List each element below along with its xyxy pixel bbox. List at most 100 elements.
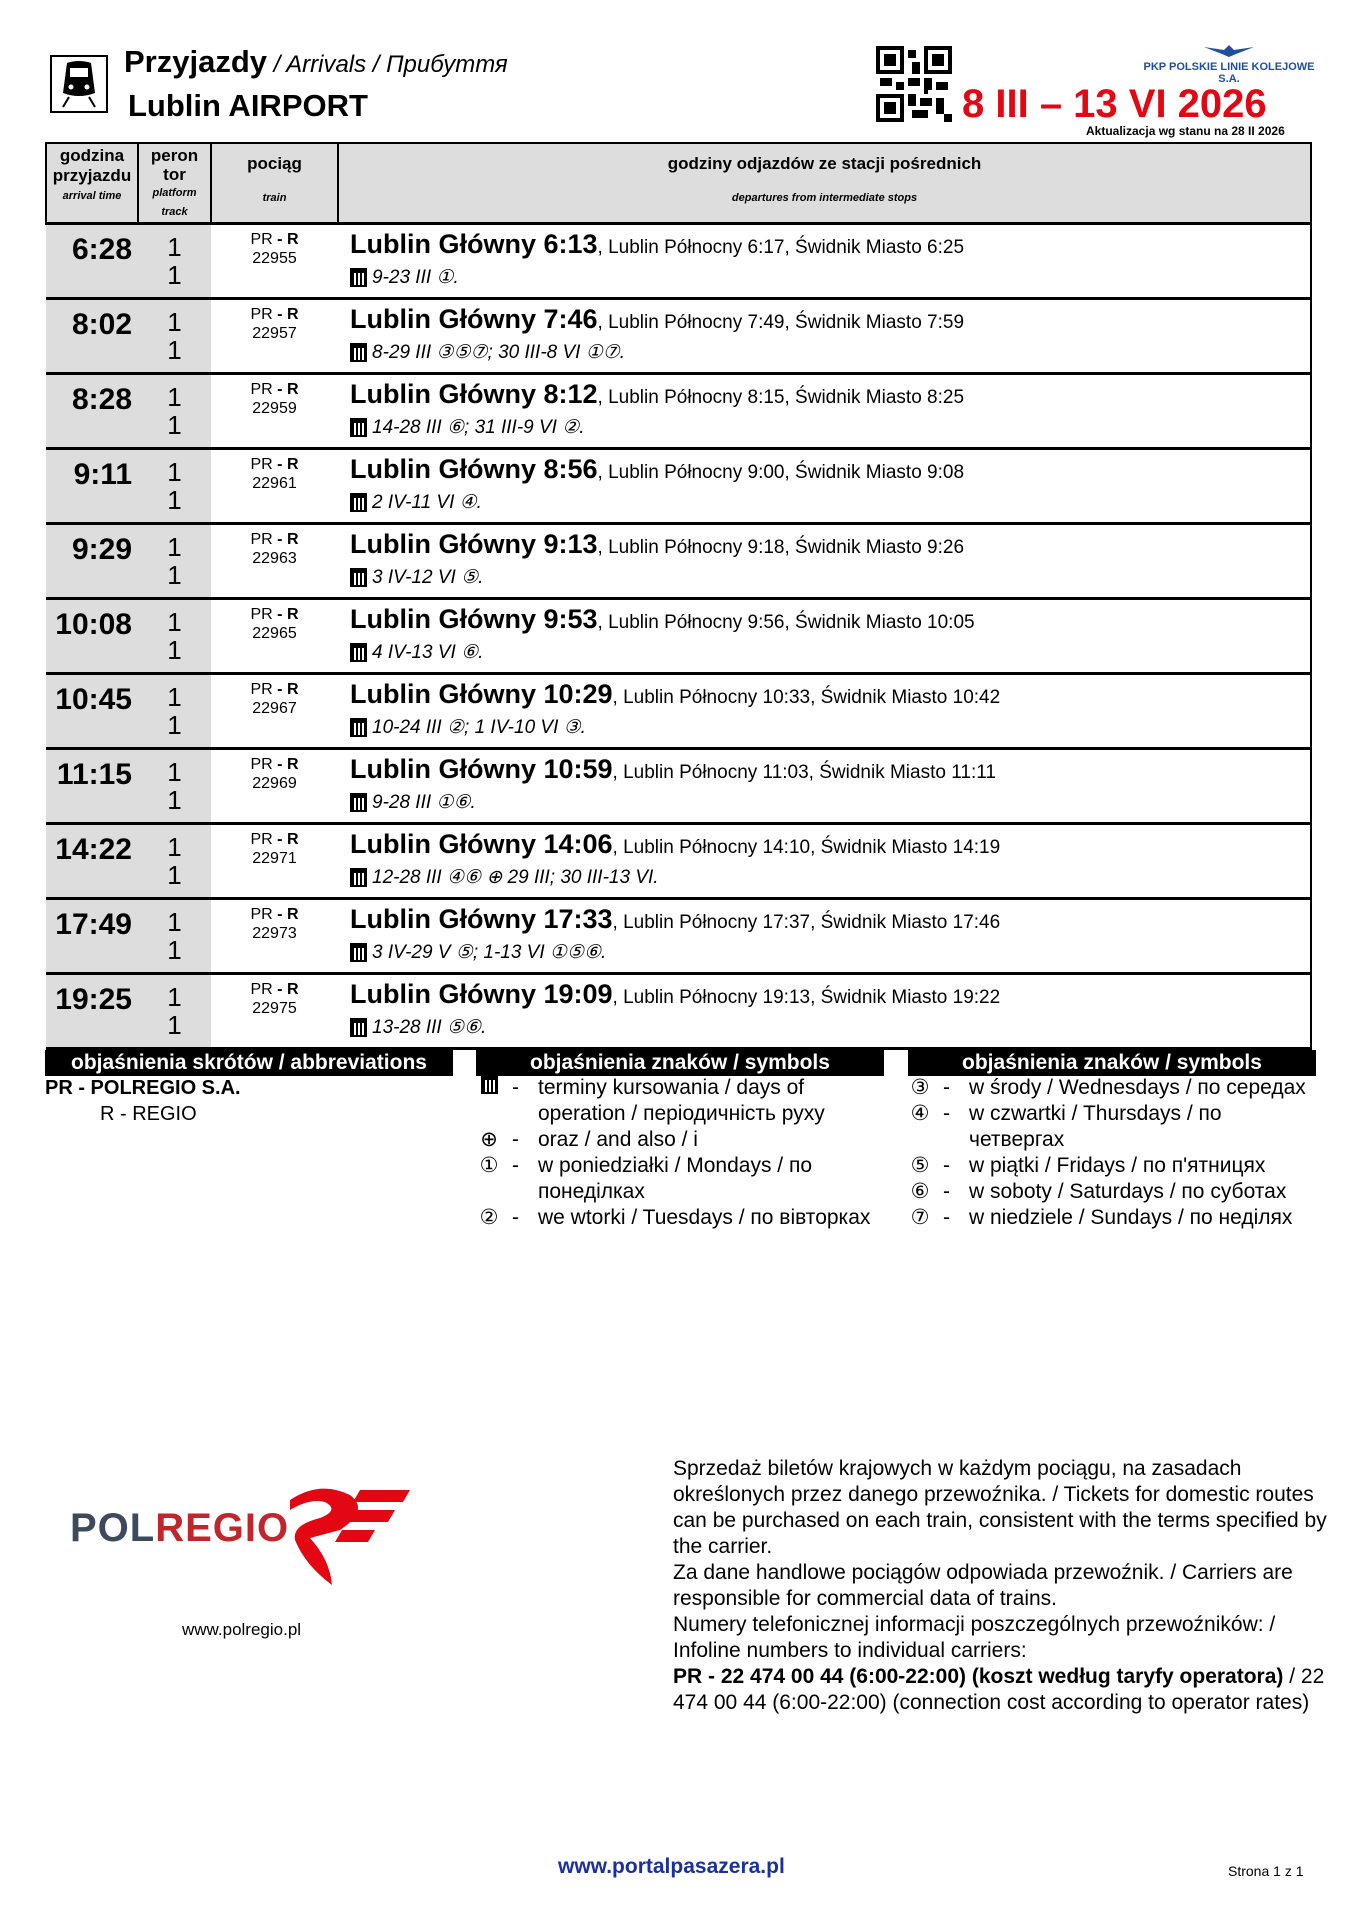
track: 1	[167, 260, 182, 290]
intermediate-stops: Lublin Główny 14:06, Lublin Północny 14:…	[338, 822, 1312, 900]
station-name: Lublin AIRPORT	[128, 88, 368, 123]
track: 1	[167, 785, 182, 815]
carrier-info-text: Za dane handlowe pociągów odpowiada prze…	[673, 1561, 1293, 1610]
operator: PR	[250, 306, 273, 323]
page-title: Przyjazdy / Arrivals / Прибуття	[124, 44, 508, 80]
days-of-operation: 3 IV-29 V ⑤; 1-13 VI ①⑤⑥.	[372, 942, 607, 963]
column-intermediate-stops: godziny odjazdów ze stacji pośrednich dep…	[337, 142, 1312, 225]
days-of-operation: 13-28 III ⑤⑥.	[372, 1017, 487, 1038]
days-of-operation: 10-24 III ②; 1 IV-10 VI ③.	[372, 717, 586, 738]
platform: 1	[167, 757, 182, 787]
platform: 1	[167, 307, 182, 337]
operator: PR	[250, 606, 273, 623]
days-of-operation: 2 IV-11 VI ④.	[372, 492, 482, 513]
column-label-en: platform track	[152, 187, 197, 218]
train: PR - R 22973	[211, 897, 338, 975]
arrival-time: 19:25	[46, 972, 138, 1050]
symbol-description: we wtorki / Tuesdays / по вівторках	[538, 1206, 871, 1229]
calendar-icon	[480, 1075, 498, 1094]
train-category: PR - R	[250, 381, 299, 398]
platform: 1	[167, 682, 182, 712]
category: R	[286, 231, 299, 248]
train-number: 22961	[252, 475, 297, 492]
train: PR - R 22971	[211, 822, 338, 900]
arrival-time: 8:28	[46, 372, 138, 450]
operator: PR	[250, 456, 273, 473]
symbol-glyph: ①	[479, 1154, 499, 1177]
arrival-time: 6:28	[46, 222, 138, 300]
main-stop: Lublin Główny 9:53	[350, 604, 598, 634]
track: 1	[167, 1010, 182, 1040]
train-number: 22971	[252, 850, 297, 867]
arrival-time: 17:49	[46, 897, 138, 975]
infoline-number-rest: / 22 474 00 44 (6:00-22:00) (connection …	[673, 1665, 1325, 1714]
platform: 1	[167, 907, 182, 937]
symbol-item: ⑤-w piątki / Fridays / по п'ятницях	[897, 1153, 1317, 1179]
other-stops: , Lublin Północny 7:49, Świdnik Miasto 7…	[597, 312, 965, 333]
symbol-glyph: ⊕	[480, 1128, 498, 1151]
track: 1	[167, 560, 182, 590]
infoline-number-bold: PR - 22 474 00 44 (6:00-22:00) (koszt we…	[673, 1665, 1284, 1688]
train: PR - R 22963	[211, 522, 338, 600]
intermediate-stops: Lublin Główny 10:59, Lublin Północny 11:…	[338, 747, 1312, 825]
symbol-item: ③-w środy / Wednesdays / по середах	[897, 1075, 1317, 1101]
track: 1	[167, 485, 182, 515]
track: 1	[167, 635, 182, 665]
track: 1	[167, 935, 182, 965]
track: 1	[167, 410, 182, 440]
symbol-glyph: ④	[910, 1102, 930, 1125]
portal-pasazera-link[interactable]: www.portalpasazera.pl	[558, 1855, 785, 1878]
train-category: PR - R	[250, 681, 299, 698]
validity-period: 8 III – 13 VI 2026	[962, 82, 1267, 126]
arrival-time: 10:08	[46, 597, 138, 675]
category: R	[286, 306, 299, 323]
symbol-description: w czwartki / Thursdays / по четвергах	[969, 1102, 1222, 1151]
platform: 1	[167, 982, 182, 1012]
train-category: PR - R	[250, 456, 299, 473]
intermediate-stops: Lublin Główny 7:46, Lublin Północny 7:49…	[338, 297, 1312, 375]
intermediate-stops: Lublin Główny 9:13, Lublin Północny 9:18…	[338, 522, 1312, 600]
train: PR - R 22965	[211, 597, 338, 675]
platform: 1	[167, 232, 182, 262]
train: PR - R 22955	[211, 222, 338, 300]
train-number: 22965	[252, 625, 297, 642]
intermediate-stops: Lublin Główny 8:12, Lublin Północny 8:15…	[338, 372, 1312, 450]
infoline-numbers: PR - 22 474 00 44 (6:00-22:00) (koszt we…	[673, 1664, 1333, 1716]
days-of-operation: 8-29 III ③⑤⑦; 30 III-8 VI ①⑦.	[372, 342, 626, 363]
train-category: PR - R	[250, 531, 299, 548]
train-number: 22959	[252, 400, 297, 417]
title-text: Przyjazdy	[124, 44, 268, 79]
abbreviations-header: objaśnienia skrótów / abbreviations	[45, 1050, 453, 1076]
arrival-time: 10:45	[46, 672, 138, 750]
column-label-en: arrival time	[62, 190, 122, 202]
train: PR - R 22975	[211, 972, 338, 1050]
main-stop: Lublin Główny 6:13	[350, 229, 598, 259]
train-number: 22975	[252, 1000, 297, 1017]
polregio-url-link[interactable]: www.polregio.pl	[182, 1620, 302, 1639]
symbol-glyph: ⑤	[910, 1154, 930, 1177]
platform: 1	[167, 607, 182, 637]
train-number: 22955	[252, 250, 297, 267]
other-stops: , Lublin Północny 17:37, Świdnik Miasto …	[612, 912, 1001, 933]
calendar-icon	[350, 268, 367, 287]
train-category: PR - R	[250, 981, 299, 998]
qr-code-icon[interactable]	[876, 46, 952, 122]
symbol-item: ⑥-w soboty / Saturdays / по суботах	[897, 1179, 1317, 1205]
symbol-description: oraz / and also / і	[538, 1128, 698, 1151]
category: R	[286, 606, 299, 623]
days-of-operation: 9-28 III ①⑥.	[372, 792, 476, 813]
symbol-description: w poniedziałki / Mondays / по понеділках	[538, 1154, 813, 1203]
train-category: PR - R	[250, 756, 299, 773]
calendar-icon	[350, 343, 367, 362]
